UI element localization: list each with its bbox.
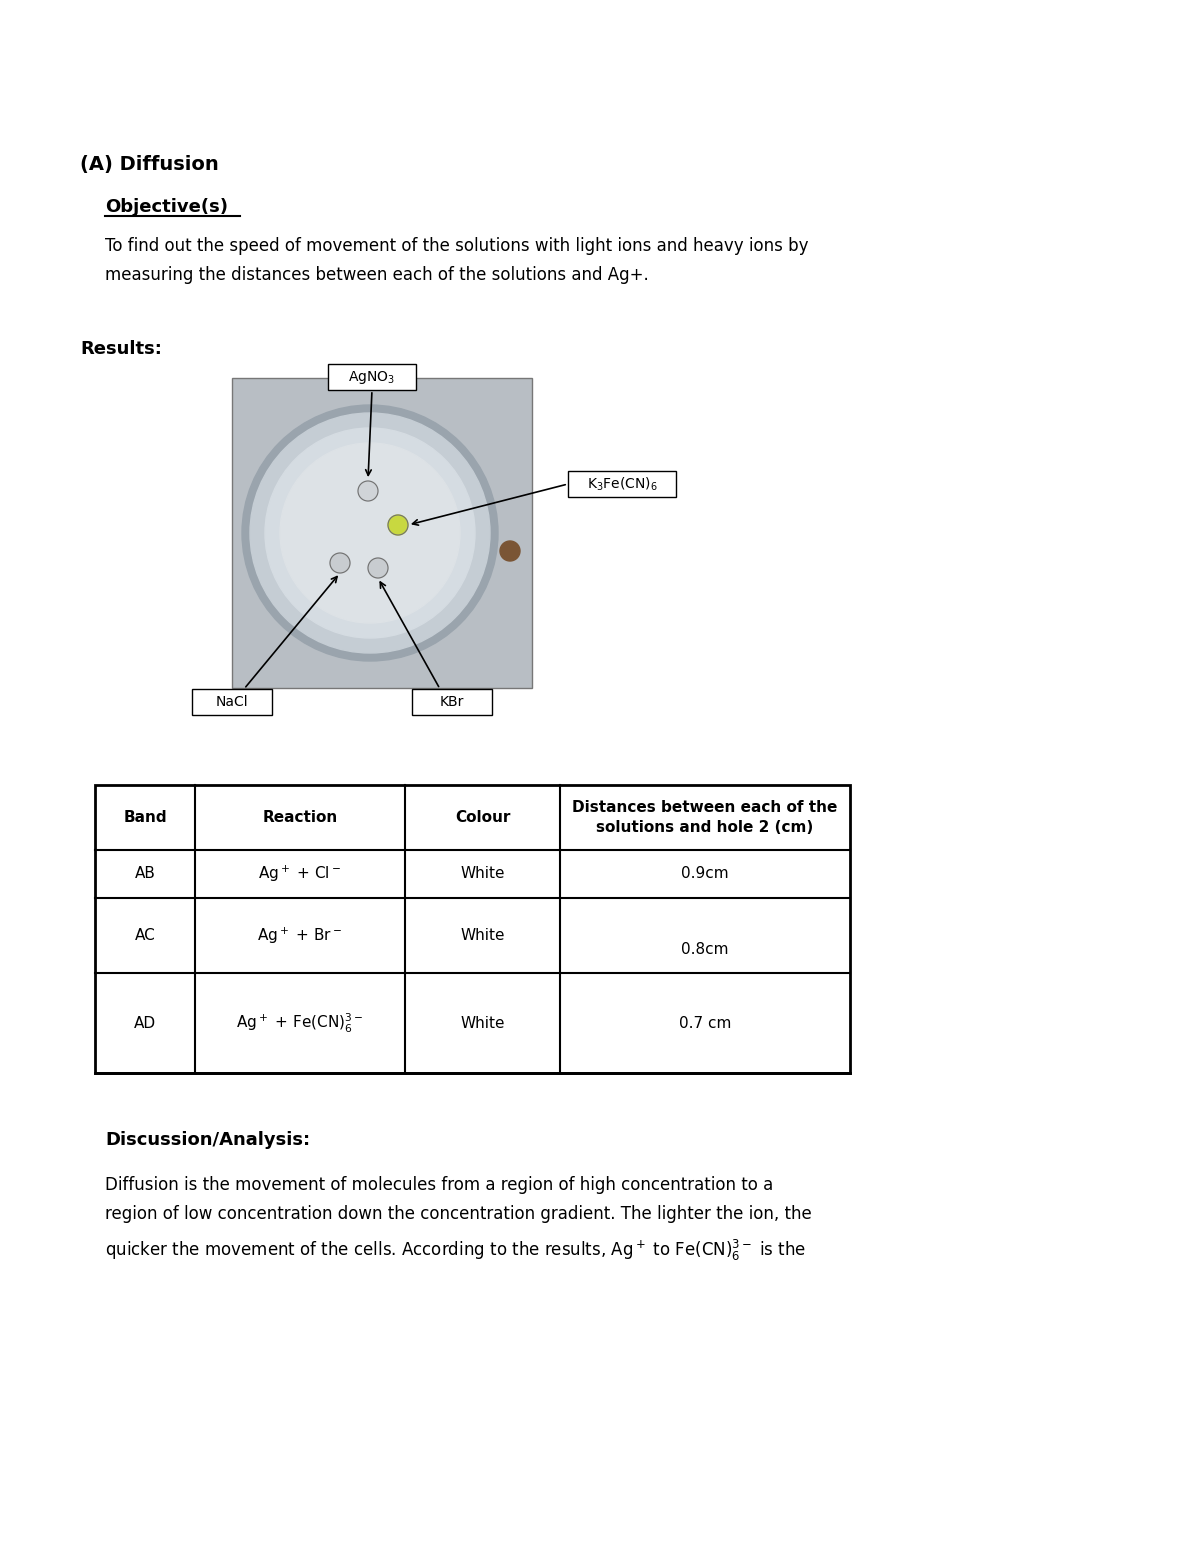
Text: AB: AB — [134, 867, 156, 882]
Text: Discussion/Analysis:: Discussion/Analysis: — [106, 1131, 310, 1149]
Circle shape — [265, 429, 475, 638]
Text: White: White — [461, 929, 505, 943]
Text: Band: Band — [124, 811, 167, 825]
Text: K$_3$Fe(CN)$_6$: K$_3$Fe(CN)$_6$ — [587, 475, 658, 492]
Text: AD: AD — [134, 1016, 156, 1031]
Bar — [232, 377, 532, 688]
Circle shape — [358, 481, 378, 502]
Text: White: White — [461, 867, 505, 882]
Circle shape — [388, 516, 408, 534]
Text: 0.7 cm: 0.7 cm — [679, 1016, 731, 1031]
Text: AgNO$_3$: AgNO$_3$ — [348, 368, 396, 385]
Bar — [328, 363, 416, 390]
Text: 0.9cm: 0.9cm — [682, 867, 728, 882]
Text: AC: AC — [134, 929, 155, 943]
Circle shape — [250, 413, 490, 652]
Text: Results:: Results: — [80, 340, 162, 359]
Text: To find out the speed of movement of the solutions with light ions and heavy ion: To find out the speed of movement of the… — [106, 238, 809, 284]
Text: Ag$^+$ + Cl$^-$: Ag$^+$ + Cl$^-$ — [258, 863, 342, 884]
Circle shape — [368, 558, 388, 578]
Text: Diffusion is the movement of molecules from a region of high concentration to a
: Diffusion is the movement of molecules f… — [106, 1176, 811, 1263]
Text: White: White — [461, 1016, 505, 1031]
Text: (A) Diffusion: (A) Diffusion — [80, 155, 218, 174]
Circle shape — [500, 540, 520, 561]
Text: Distances between each of the
solutions and hole 2 (cm): Distances between each of the solutions … — [572, 800, 838, 836]
Text: Ag$^+$ + Br$^-$: Ag$^+$ + Br$^-$ — [258, 926, 342, 946]
Bar — [192, 690, 272, 714]
Text: Ag$^+$ + Fe(CN)$_6^{3-}$: Ag$^+$ + Fe(CN)$_6^{3-}$ — [236, 1011, 364, 1034]
Text: NaCl: NaCl — [216, 696, 248, 710]
Bar — [568, 471, 676, 497]
Bar — [95, 784, 850, 1073]
Circle shape — [242, 405, 498, 662]
Circle shape — [280, 443, 460, 623]
Text: Reaction: Reaction — [263, 811, 337, 825]
Text: 0.8cm: 0.8cm — [682, 943, 728, 957]
Text: Objective(s): Objective(s) — [106, 197, 228, 216]
Text: Colour: Colour — [455, 811, 510, 825]
Circle shape — [330, 553, 350, 573]
Text: KBr: KBr — [440, 696, 464, 710]
Bar — [412, 690, 492, 714]
